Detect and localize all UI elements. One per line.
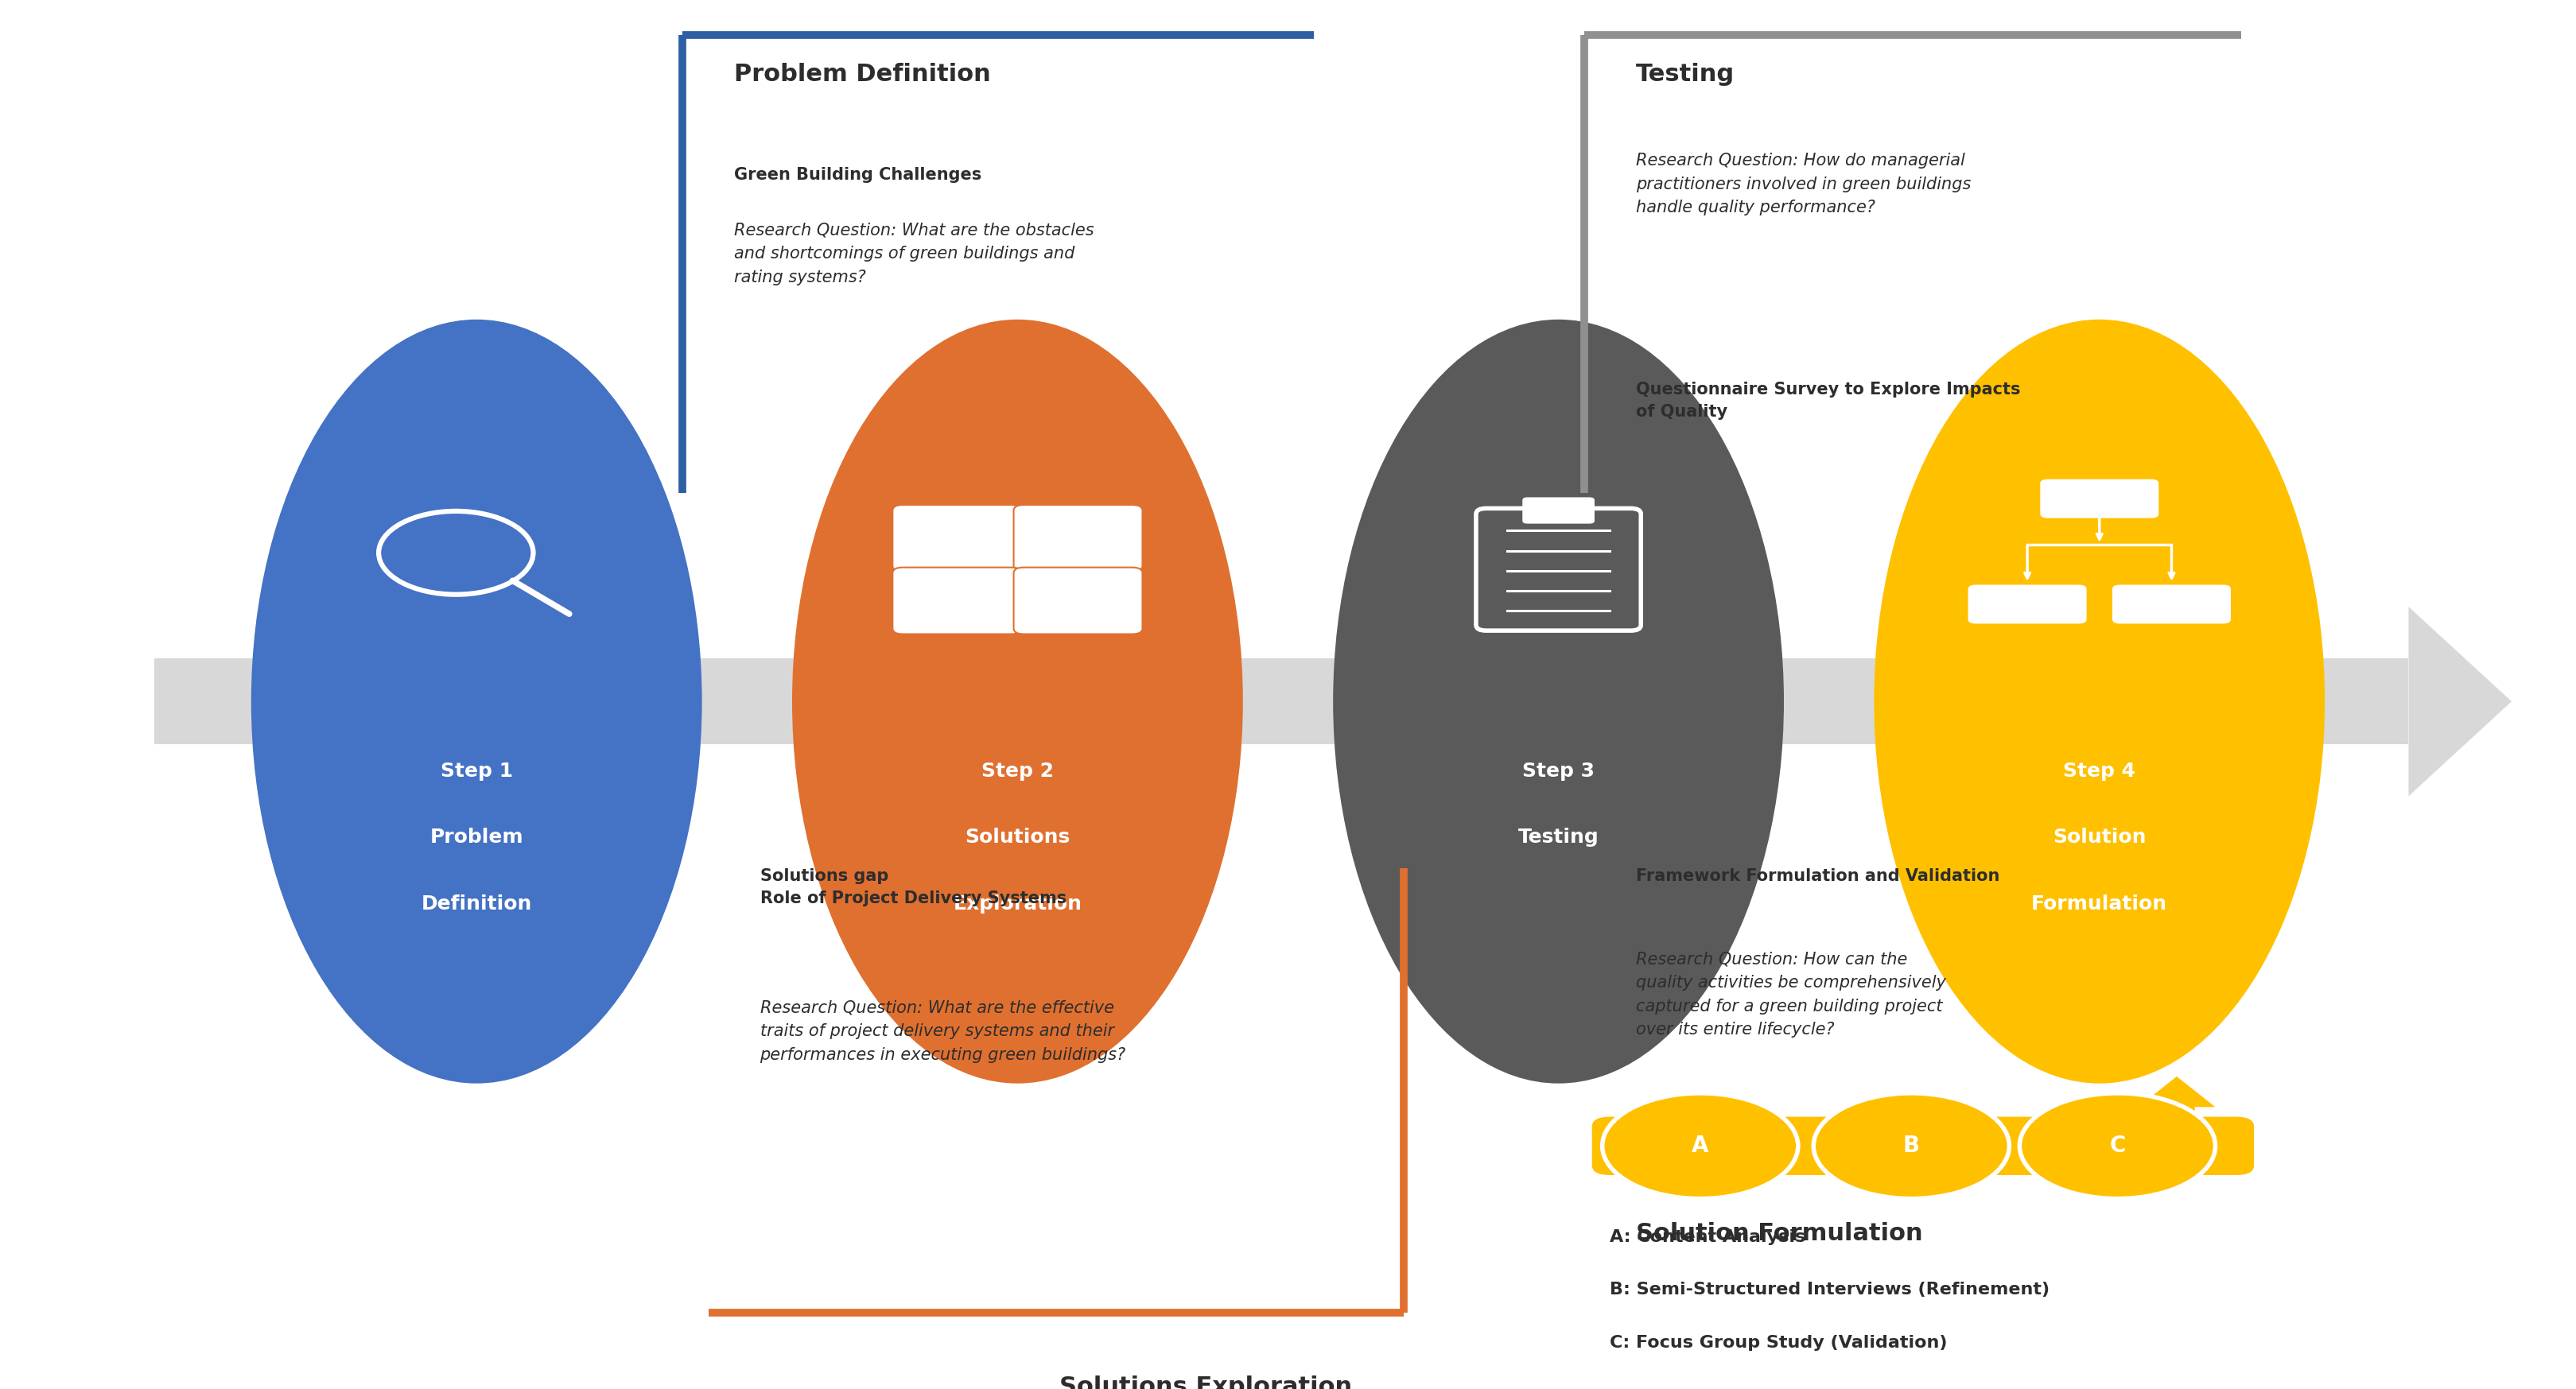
Text: C: C: [2110, 1135, 2125, 1157]
FancyBboxPatch shape: [2112, 585, 2231, 624]
Text: Exploration: Exploration: [953, 895, 1082, 914]
Text: B: Semi-Structured Interviews (Refinement): B: Semi-Structured Interviews (Refinemen…: [1610, 1282, 2050, 1297]
FancyBboxPatch shape: [894, 506, 1020, 572]
Ellipse shape: [793, 319, 1244, 1083]
Circle shape: [2020, 1093, 2215, 1199]
FancyBboxPatch shape: [894, 568, 1020, 633]
Circle shape: [1602, 1093, 1798, 1199]
Text: B: B: [1904, 1135, 1919, 1157]
Polygon shape: [2409, 607, 2512, 796]
Text: Formulation: Formulation: [2032, 895, 2166, 914]
Text: Framework Formulation and Validation: Framework Formulation and Validation: [1636, 868, 1999, 883]
Text: Problem Definition: Problem Definition: [734, 63, 992, 86]
FancyBboxPatch shape: [1015, 506, 1144, 572]
Ellipse shape: [1873, 319, 2324, 1083]
Text: Questionnaire Survey to Explore Impacts
of Quality: Questionnaire Survey to Explore Impacts …: [1636, 382, 2020, 419]
Text: Research Question: How can the
quality activities be comprehensively
captured fo: Research Question: How can the quality a…: [1636, 951, 1945, 1038]
Text: Step 2: Step 2: [981, 761, 1054, 781]
Text: A: A: [1692, 1135, 1708, 1157]
FancyArrow shape: [2138, 1076, 2215, 1167]
Text: Research Question: What are the obstacles
and shortcomings of green buildings an: Research Question: What are the obstacle…: [734, 222, 1095, 285]
Text: Solutions: Solutions: [966, 828, 1069, 847]
Text: Solution Formulation: Solution Formulation: [1636, 1222, 1922, 1246]
Text: Testing: Testing: [1636, 63, 1734, 86]
Ellipse shape: [1334, 319, 1783, 1083]
Circle shape: [1814, 1093, 2009, 1199]
Text: Step 1: Step 1: [440, 761, 513, 781]
FancyBboxPatch shape: [2040, 479, 2159, 518]
Text: C: Focus Group Study (Validation): C: Focus Group Study (Validation): [1610, 1335, 1947, 1350]
Text: Solution: Solution: [2053, 828, 2146, 847]
Text: Solutions Exploration: Solutions Exploration: [1059, 1375, 1352, 1389]
FancyBboxPatch shape: [1592, 1117, 2254, 1175]
FancyBboxPatch shape: [1015, 568, 1144, 633]
FancyBboxPatch shape: [155, 658, 2409, 745]
FancyBboxPatch shape: [1968, 585, 2087, 624]
Text: Step 3: Step 3: [1522, 761, 1595, 781]
Text: Testing: Testing: [1517, 828, 1600, 847]
Text: Research Question: What are the effective
traits of project delivery systems and: Research Question: What are the effectiv…: [760, 1000, 1126, 1063]
Text: Definition: Definition: [420, 895, 533, 914]
Text: Problem: Problem: [430, 828, 523, 847]
Text: Solutions gap
Role of Project Delivery Systems: Solutions gap Role of Project Delivery S…: [760, 868, 1066, 906]
FancyBboxPatch shape: [1522, 497, 1595, 524]
Text: Step 4: Step 4: [2063, 761, 2136, 781]
Text: A: Content Analysis: A: Content Analysis: [1610, 1229, 1806, 1245]
Text: Green Building Challenges: Green Building Challenges: [734, 167, 981, 182]
Text: Research Question: How do managerial
practitioners involved in green buildings
h: Research Question: How do managerial pra…: [1636, 153, 1971, 215]
Ellipse shape: [252, 319, 701, 1083]
